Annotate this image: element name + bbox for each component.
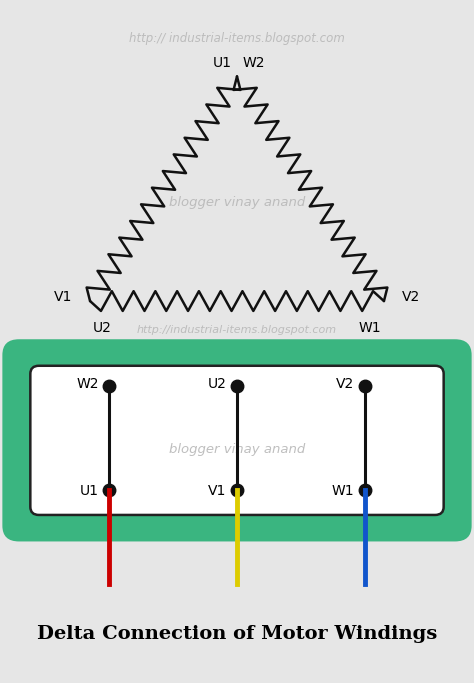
Text: V2: V2 xyxy=(402,290,420,303)
FancyBboxPatch shape xyxy=(2,339,472,542)
Text: W1: W1 xyxy=(359,321,382,335)
Text: blogger vinay anand: blogger vinay anand xyxy=(169,196,305,209)
Text: V1: V1 xyxy=(54,290,72,303)
Text: http:// industrial-items.blogspot.com: http:// industrial-items.blogspot.com xyxy=(129,31,345,44)
Text: U1: U1 xyxy=(80,484,99,498)
Text: U1: U1 xyxy=(212,55,231,70)
FancyBboxPatch shape xyxy=(30,366,444,515)
Text: W1: W1 xyxy=(332,484,355,498)
Text: blogger vinay anand: blogger vinay anand xyxy=(169,443,305,456)
Text: V1: V1 xyxy=(208,484,227,498)
Text: U2: U2 xyxy=(92,321,111,335)
Text: V2: V2 xyxy=(336,377,355,391)
Text: W2: W2 xyxy=(243,55,265,70)
Text: W2: W2 xyxy=(76,377,99,391)
Text: U2: U2 xyxy=(208,377,227,391)
Text: Delta Connection of Motor Windings: Delta Connection of Motor Windings xyxy=(37,624,437,643)
Text: http://industrial-items.blogspot.com: http://industrial-items.blogspot.com xyxy=(137,325,337,335)
